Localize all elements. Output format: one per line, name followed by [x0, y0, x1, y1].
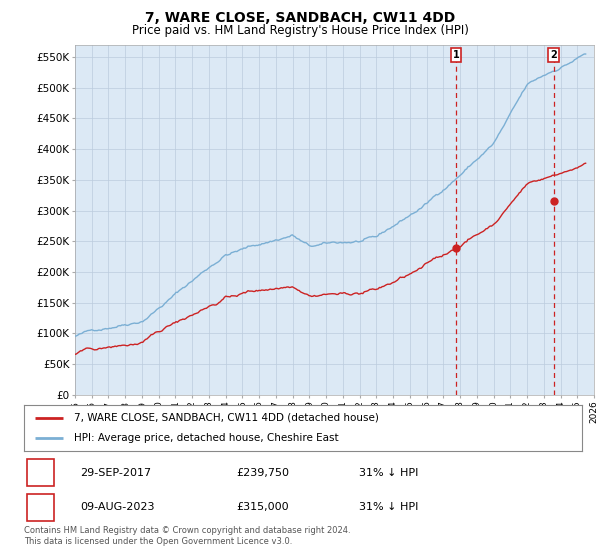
Text: 7, WARE CLOSE, SANDBACH, CW11 4DD (detached house): 7, WARE CLOSE, SANDBACH, CW11 4DD (detac…	[74, 413, 379, 423]
FancyBboxPatch shape	[27, 494, 53, 521]
Text: 7, WARE CLOSE, SANDBACH, CW11 4DD: 7, WARE CLOSE, SANDBACH, CW11 4DD	[145, 11, 455, 25]
Text: 2: 2	[550, 50, 557, 60]
Text: Price paid vs. HM Land Registry's House Price Index (HPI): Price paid vs. HM Land Registry's House …	[131, 24, 469, 36]
Text: 09-AUG-2023: 09-AUG-2023	[80, 502, 154, 512]
Text: £315,000: £315,000	[236, 502, 289, 512]
Text: Contains HM Land Registry data © Crown copyright and database right 2024.
This d: Contains HM Land Registry data © Crown c…	[24, 526, 350, 546]
Text: 29-SEP-2017: 29-SEP-2017	[80, 468, 151, 478]
Text: HPI: Average price, detached house, Cheshire East: HPI: Average price, detached house, Ches…	[74, 433, 339, 443]
Text: 31% ↓ HPI: 31% ↓ HPI	[359, 502, 418, 512]
Text: 1: 1	[37, 468, 44, 478]
Text: 1: 1	[452, 50, 459, 60]
Text: £239,750: £239,750	[236, 468, 289, 478]
Text: 31% ↓ HPI: 31% ↓ HPI	[359, 468, 418, 478]
Text: 2: 2	[37, 502, 44, 512]
FancyBboxPatch shape	[27, 459, 53, 486]
